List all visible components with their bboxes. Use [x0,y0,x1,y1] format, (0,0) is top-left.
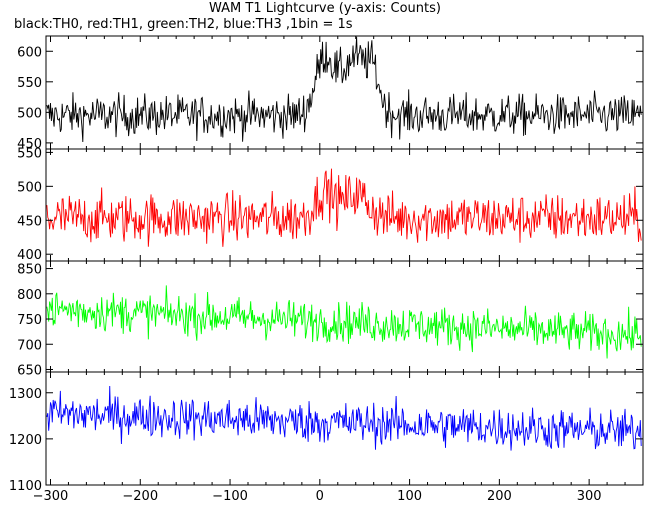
panel-frame-th0 [45,35,644,150]
y-tick-label: 1100 [9,479,42,494]
y-tick-label: 750 [17,313,42,328]
panel-frame-th2 [45,260,644,373]
y-tick-label: 1300 [9,387,42,402]
series-th3 [46,385,642,451]
y-tick-label: 500 [17,106,42,121]
y-tick-label: 600 [17,45,42,60]
x-tick-label: 100 [397,489,422,504]
y-tick-label: 500 [17,180,42,195]
x-tick-label: −300 [33,489,69,504]
chart-title: WAM T1 Lightcurve (y-axis: Counts) [209,1,441,16]
y-tick-label: 400 [17,248,42,263]
y-tick-label: 550 [17,146,42,161]
x-tick-label: 0 [316,489,324,504]
y-tick-label: 450 [17,137,42,152]
y-tick-label: 850 [17,263,42,278]
x-tick-label: −100 [212,489,248,504]
y-tick-label: 550 [17,76,42,91]
chart-subtitle: black:TH0, red:TH1, green:TH2, blue:TH3 … [14,17,353,32]
panel-frame-th3 [45,371,644,486]
series-th0 [46,36,642,143]
y-tick-label: 450 [17,214,42,229]
series-th2 [46,285,642,359]
series-th1 [46,168,642,247]
y-tick-label: 700 [17,338,42,353]
x-tick-label: −200 [122,489,158,504]
y-tick-label: 800 [17,288,42,303]
x-tick-label: 300 [577,489,602,504]
y-tick-label: 1200 [9,433,42,448]
x-tick-label: 200 [487,489,512,504]
y-tick-label: 650 [17,363,42,378]
